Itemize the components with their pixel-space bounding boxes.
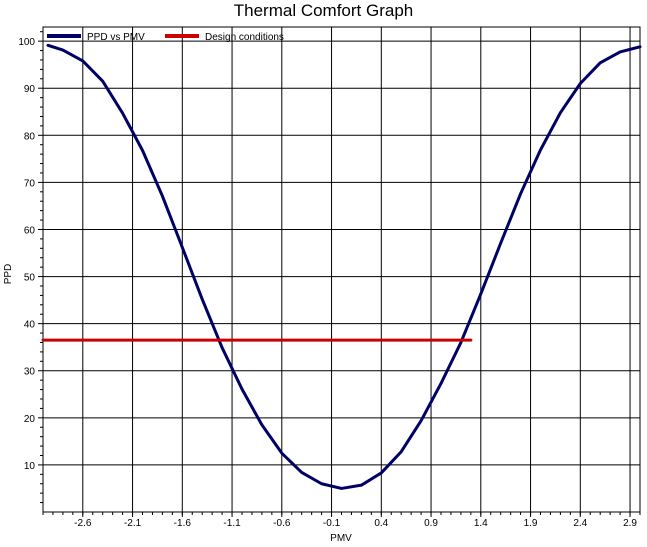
y-tick-label: 30 — [24, 367, 36, 378]
plot-background — [42, 26, 641, 513]
y-tick-label: 90 — [24, 84, 36, 95]
x-tick-label: -0.1 — [323, 518, 341, 529]
grid-lines — [38, 27, 640, 517]
x-tick-label: -2.6 — [74, 518, 92, 529]
x-tick-label: 2.4 — [573, 518, 587, 529]
x-tick-label: 0.4 — [374, 518, 388, 529]
y-axis-title: PPD — [3, 264, 14, 285]
x-tick-label: -2.1 — [124, 518, 142, 529]
y-tick-label: 100 — [18, 37, 35, 48]
legend-label-1: Design conditions — [205, 32, 284, 43]
minor-ticks — [40, 31, 641, 515]
x-tick-label: 1.9 — [524, 518, 538, 529]
series-line-0 — [46, 43, 642, 490]
legend: PPD vs PMV Design conditions — [47, 32, 284, 43]
y-tick-label: 40 — [24, 320, 36, 331]
x-tick-label: -1.1 — [223, 518, 241, 529]
chart-title: Thermal Comfort Graph — [233, 1, 414, 20]
x-tick-label: -1.6 — [174, 518, 192, 529]
x-tick-label: 1.4 — [474, 518, 488, 529]
y-tick-label: 10 — [24, 461, 36, 472]
x-tick-label: 2.9 — [623, 518, 637, 529]
y-tick-label: 70 — [24, 178, 36, 189]
x-tick-label: 0.9 — [424, 518, 438, 529]
y-tick-label: 60 — [24, 225, 36, 236]
series-lines — [41, 43, 642, 490]
x-tick-label: -0.6 — [273, 518, 291, 529]
y-tick-label: 50 — [24, 273, 36, 284]
y-tick-label: 80 — [24, 131, 36, 142]
x-axis-title: PMV — [330, 533, 352, 544]
y-tick-label: 20 — [24, 414, 36, 425]
tick-labels: -2.6 -2.1 -1.6 -1.1 -0.6 -0.1 0.4 0.9 1.4 1.9 2.4 2… — [18, 37, 637, 529]
legend-label-0: PPD vs PMV — [87, 32, 145, 43]
